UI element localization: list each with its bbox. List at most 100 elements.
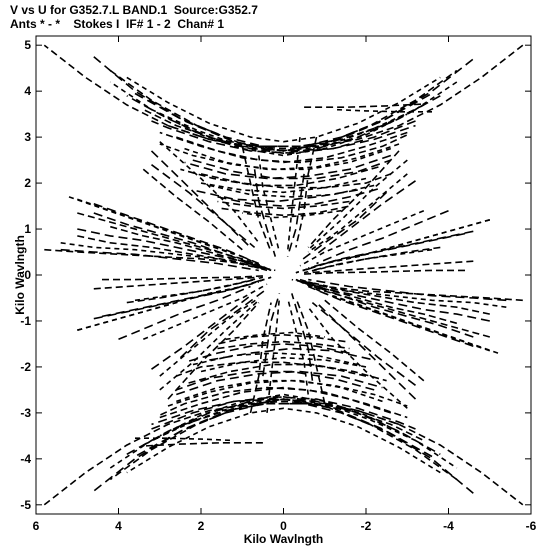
uv-track [315, 302, 417, 400]
uv-track [209, 184, 375, 198]
uv-track [295, 278, 491, 352]
uv-track-conjugate [176, 370, 375, 391]
y-tick-label: 1 [24, 222, 31, 236]
uv-track-conjugate [77, 276, 272, 331]
uv-track-conjugate [184, 154, 392, 180]
y-tick-label: -4 [20, 452, 31, 466]
uv-track [176, 134, 408, 164]
uv-track-conjugate [159, 297, 260, 377]
chart-title: V vs U for G352.7.L BAND.1 Source:G352.7 [10, 3, 258, 17]
uv-track-conjugate [217, 200, 350, 210]
uv-track [299, 191, 388, 262]
uv-track-conjugate [159, 393, 408, 437]
axes-layer: 6 4 2 0 -2 -4 -6 5 4 3 2 1 0 -1 -2 -3 -4 -5 [20, 36, 537, 533]
uv-track [60, 242, 259, 269]
y-tick-label: 2 [24, 176, 31, 190]
uv-track-conjugate [159, 131, 408, 164]
uv-track [286, 297, 309, 395]
uv-track-conjugate [295, 136, 318, 248]
uv-track-conjugate [266, 297, 281, 413]
uv-track [221, 205, 350, 217]
uv-track-conjugate [43, 44, 524, 150]
uv-track-conjugate [184, 343, 350, 364]
uv-track-conjugate [180, 166, 379, 187]
y-tick-label: -5 [20, 498, 31, 512]
uv-track [295, 219, 491, 274]
uv-track-conjugate [143, 442, 263, 447]
uv-track [167, 379, 408, 407]
uv-track-conjugate [307, 159, 408, 251]
uv-track-conjugate [109, 81, 458, 152]
uv-track [43, 400, 524, 506]
uv-track [192, 159, 392, 180]
uv-track [307, 283, 474, 338]
uv-track [303, 248, 433, 274]
uv-track-conjugate [167, 302, 260, 400]
uv-track [307, 150, 400, 248]
uv-track-conjugate [109, 398, 458, 481]
uv-track [299, 278, 490, 315]
uv-track-conjugate [110, 225, 272, 272]
uv-track-conjugate [77, 198, 272, 272]
x-tick-label: -4 [443, 519, 454, 533]
uv-track-conjugate [286, 173, 305, 257]
uv-track-conjugate [308, 281, 507, 308]
uv-track [188, 363, 387, 384]
y-tick-label: -3 [20, 406, 31, 420]
x-tick-label: 0 [280, 519, 287, 533]
uv-track [109, 398, 458, 469]
uv-track [286, 137, 301, 253]
uv-track-conjugate [134, 276, 264, 302]
uv-track-conjugate [299, 278, 490, 322]
uv-track [200, 356, 367, 373]
uv-track [159, 299, 260, 391]
uv-track [109, 69, 458, 152]
y-tick-label: 0 [24, 268, 31, 282]
uv-track-conjugate [258, 155, 281, 253]
uv-track [142, 283, 268, 341]
uv-track-conjugate [126, 95, 441, 155]
uv-track-conjugate [126, 407, 441, 474]
y-tick-label: 5 [24, 38, 31, 52]
y-axis-label: Kilo Wavlngth [13, 235, 27, 315]
uv-track-conjugate [93, 276, 259, 290]
uv-track-conjugate [332, 108, 432, 113]
uv-track [151, 295, 251, 370]
x-axis-label: Kilo Wavlngth [244, 532, 324, 546]
x-tick-label: -2 [361, 519, 372, 533]
uv-track [262, 293, 281, 377]
uv-track [217, 340, 350, 350]
uv-track [295, 278, 458, 325]
y-tick-label: -2 [20, 360, 31, 374]
uv-track-conjugate [176, 379, 383, 403]
uv-track-conjugate [316, 180, 416, 255]
plot-frame [35, 35, 532, 515]
x-tick-label: 6 [33, 519, 40, 533]
uv-track [308, 260, 474, 274]
uv-track-conjugate [150, 150, 252, 248]
uv-track [241, 146, 272, 253]
uv-track [217, 186, 383, 207]
uv-track [249, 302, 272, 414]
uv-track-conjugate [77, 235, 268, 272]
y-tick-label: -1 [20, 314, 31, 328]
uv-track [304, 103, 424, 108]
uv-track-conjugate [159, 143, 400, 171]
uv-track-conjugate [179, 288, 268, 359]
uv-track [225, 331, 325, 341]
uv-track [77, 212, 272, 272]
data-layer [43, 44, 524, 506]
uv-track-conjugate [118, 285, 251, 341]
y-tick-label: 3 [24, 130, 31, 144]
uv-track-conjugate [295, 297, 326, 404]
uv-track [184, 147, 392, 171]
y-tick-label: 4 [24, 84, 31, 98]
x-tick-label: 4 [115, 519, 122, 533]
uv-track-conjugate [295, 278, 491, 338]
uv-track [126, 395, 441, 455]
uv-track-conjugate [93, 212, 260, 267]
uv-track [101, 278, 264, 318]
uv-track-conjugate [159, 386, 392, 416]
uv-track [307, 173, 408, 253]
